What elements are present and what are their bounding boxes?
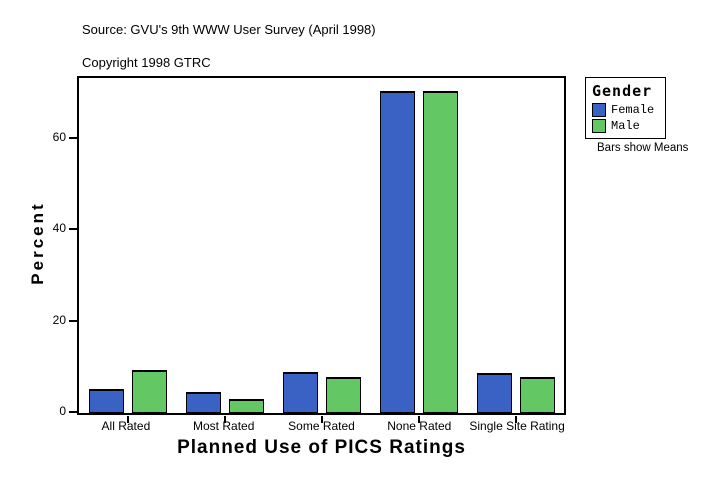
y-tick-label: 20 [52, 313, 66, 327]
bar-male [325, 377, 361, 413]
bar-male [422, 91, 458, 413]
x-axis-labels: All Rated Most Rated Some Rated None Rated S… [77, 419, 566, 433]
bar-group [370, 78, 467, 423]
legend-item: Male [592, 119, 660, 133]
x-tick-label: All Rated [101, 419, 151, 433]
x-tick-mark [223, 416, 226, 423]
x-tick-mark [126, 416, 129, 423]
x-tick-label: Most Rated [193, 419, 255, 433]
bar-male [228, 399, 264, 413]
x-tick-mark [417, 416, 420, 423]
legend-label: Male [611, 119, 640, 133]
x-tick-label: Single Site Rating [469, 419, 565, 433]
legend-swatch-female [592, 103, 606, 117]
copyright-text: Copyright 1998 GTRC [82, 55, 211, 70]
bar-group [273, 78, 370, 423]
bar-group [467, 78, 564, 423]
y-tick-label: 0 [59, 404, 66, 418]
bar-female [379, 91, 415, 413]
bar-female [88, 389, 124, 413]
x-tick-label: Some Rated [288, 419, 355, 433]
y-tick-mark [69, 137, 77, 139]
bar-male [131, 370, 167, 413]
y-tick-mark [69, 320, 77, 322]
y-tick-label: 60 [52, 130, 66, 144]
legend-swatch-male [592, 119, 606, 133]
x-tick-mark [514, 416, 517, 423]
x-axis-title: Planned Use of PICS Ratings [177, 437, 466, 458]
bar-female [476, 373, 512, 413]
x-tick-mark [320, 416, 323, 423]
x-tick-label: None Rated [387, 419, 452, 433]
legend-title: Gender [592, 82, 653, 100]
y-tick-mark [69, 228, 77, 230]
bar-female [282, 372, 318, 413]
bar-female [185, 392, 221, 413]
bar-group [79, 78, 176, 423]
plot-area [77, 76, 566, 423]
legend-item: Female [592, 103, 660, 117]
bar-group [176, 78, 273, 423]
source-text: Source: GVU's 9th WWW User Survey (April… [82, 22, 376, 37]
bar-male [519, 377, 555, 413]
legend-box: Gender Female Male [585, 77, 666, 139]
y-tick-label: 40 [52, 221, 66, 235]
legend-footnote: Bars show Means [597, 142, 689, 154]
y-axis-ticks: 0 20 40 60 [0, 76, 77, 418]
legend-label: Female [611, 103, 655, 117]
y-tick-mark [69, 411, 77, 413]
